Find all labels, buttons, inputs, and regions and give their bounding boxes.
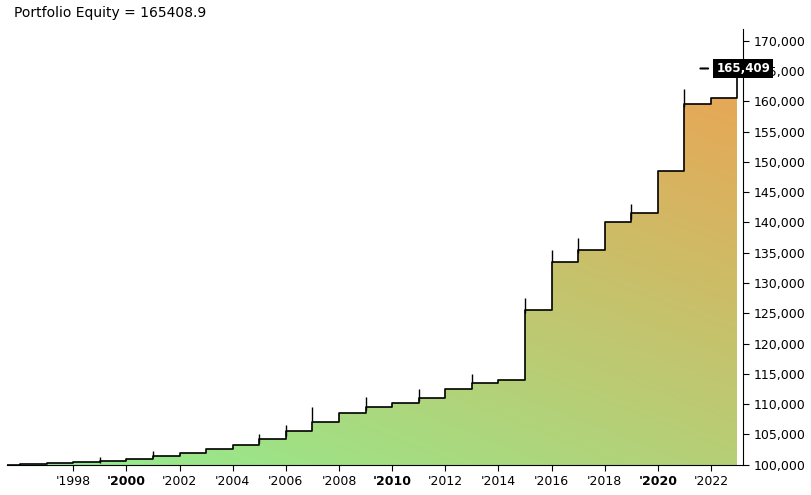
Text: Portfolio Equity = 165408.9: Portfolio Equity = 165408.9 [15,6,206,20]
Text: 165,409: 165,409 [715,62,769,75]
Polygon shape [0,29,736,465]
